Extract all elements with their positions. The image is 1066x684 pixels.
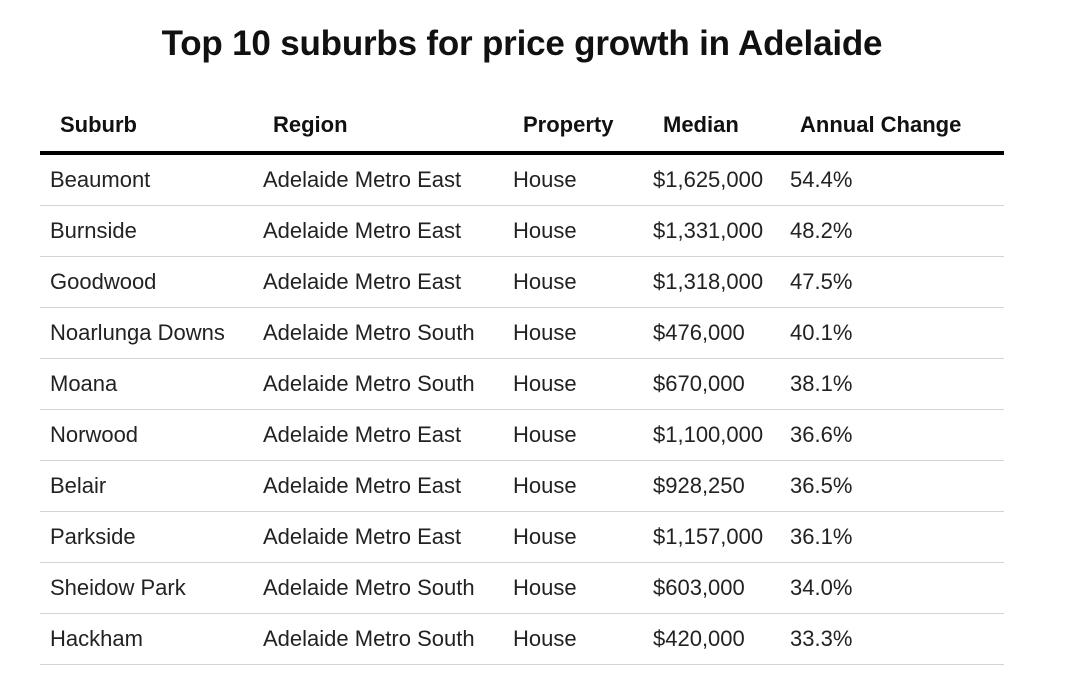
annual-change-cell: 38.1% bbox=[790, 358, 1004, 410]
median-cell: $1,157,000 bbox=[653, 511, 790, 563]
annual-change-cell: 48.2% bbox=[790, 205, 1004, 257]
property-cell: House bbox=[508, 153, 653, 206]
column-header-property: Property bbox=[508, 98, 653, 155]
median-cell: $476,000 bbox=[653, 307, 790, 359]
suburb-cell: Noarlunga Downs bbox=[40, 307, 253, 359]
region-cell: Adelaide Metro East bbox=[253, 460, 508, 512]
suburb-cell: Goodwood bbox=[40, 256, 253, 308]
property-cell: House bbox=[508, 460, 653, 512]
suburb-cell: Belair bbox=[40, 460, 253, 512]
median-cell: $1,331,000 bbox=[653, 205, 790, 257]
annual-change-cell: 34.0% bbox=[790, 562, 1004, 614]
header-row: Suburb Region Property Median Annual Cha… bbox=[40, 98, 1004, 155]
region-cell: Adelaide Metro East bbox=[253, 153, 508, 206]
table-body: Beaumont Adelaide Metro East House $1,625,0… bbox=[40, 153, 1004, 665]
suburb-cell: Moana bbox=[40, 358, 253, 410]
annual-change-cell: 40.1% bbox=[790, 307, 1004, 359]
median-cell: $928,250 bbox=[653, 460, 790, 512]
suburb-growth-table: Suburb Region Property Median Annual Cha… bbox=[40, 98, 1004, 665]
annual-change-cell: 36.1% bbox=[790, 511, 1004, 563]
median-cell: $603,000 bbox=[653, 562, 790, 614]
annual-change-cell: 47.5% bbox=[790, 256, 1004, 308]
column-header-median: Median bbox=[653, 98, 790, 155]
median-cell: $420,000 bbox=[653, 613, 790, 665]
property-cell: House bbox=[508, 256, 653, 308]
table-header: Suburb Region Property Median Annual Cha… bbox=[40, 98, 1004, 155]
table-row: Hackham Adelaide Metro South House $420,000… bbox=[40, 613, 1004, 665]
region-cell: Adelaide Metro South bbox=[253, 358, 508, 410]
suburb-cell: Parkside bbox=[40, 511, 253, 563]
region-cell: Adelaide Metro East bbox=[253, 511, 508, 563]
region-cell: Adelaide Metro East bbox=[253, 256, 508, 308]
property-cell: House bbox=[508, 511, 653, 563]
region-cell: Adelaide Metro South bbox=[253, 307, 508, 359]
property-cell: House bbox=[508, 205, 653, 257]
table-row: Goodwood Adelaide Metro East House $1,318,0… bbox=[40, 256, 1004, 308]
suburb-cell: Beaumont bbox=[40, 153, 253, 206]
median-cell: $1,625,000 bbox=[653, 153, 790, 206]
suburb-cell: Hackham bbox=[40, 613, 253, 665]
suburb-cell: Norwood bbox=[40, 409, 253, 461]
region-cell: Adelaide Metro East bbox=[253, 409, 508, 461]
annual-change-cell: 54.4% bbox=[790, 153, 1004, 206]
table-row: Parkside Adelaide Metro East House $1,157,0… bbox=[40, 511, 1004, 563]
property-cell: House bbox=[508, 358, 653, 410]
annual-change-cell: 36.5% bbox=[790, 460, 1004, 512]
suburb-cell: Sheidow Park bbox=[40, 562, 253, 614]
property-cell: House bbox=[508, 562, 653, 614]
property-cell: House bbox=[508, 307, 653, 359]
table-row: Burnside Adelaide Metro East House $1,331,0… bbox=[40, 205, 1004, 257]
table-row: Noarlunga Downs Adelaide Metro South House… bbox=[40, 307, 1004, 359]
annual-change-cell: 33.3% bbox=[790, 613, 1004, 665]
annual-change-cell: 36.6% bbox=[790, 409, 1004, 461]
column-header-region: Region bbox=[253, 98, 508, 155]
median-cell: $1,318,000 bbox=[653, 256, 790, 308]
table-row: Moana Adelaide Metro South House $670,000 38… bbox=[40, 358, 1004, 410]
table-row: Sheidow Park Adelaide Metro South House $60… bbox=[40, 562, 1004, 614]
table-row: Beaumont Adelaide Metro East House $1,625,0… bbox=[40, 153, 1004, 206]
table-row: Norwood Adelaide Metro East House $1,100,00… bbox=[40, 409, 1004, 461]
region-cell: Adelaide Metro South bbox=[253, 613, 508, 665]
table-title: Top 10 suburbs for price growth in Adela… bbox=[161, 24, 883, 63]
median-cell: $670,000 bbox=[653, 358, 790, 410]
region-cell: Adelaide Metro South bbox=[253, 562, 508, 614]
column-header-suburb: Suburb bbox=[40, 98, 253, 155]
column-header-annual-change: Annual Change bbox=[790, 98, 1004, 155]
property-cell: House bbox=[508, 613, 653, 665]
median-cell: $1,100,000 bbox=[653, 409, 790, 461]
suburb-cell: Burnside bbox=[40, 205, 253, 257]
table-row: Belair Adelaide Metro East House $928,250 36… bbox=[40, 460, 1004, 512]
property-cell: House bbox=[508, 409, 653, 461]
region-cell: Adelaide Metro East bbox=[253, 205, 508, 257]
